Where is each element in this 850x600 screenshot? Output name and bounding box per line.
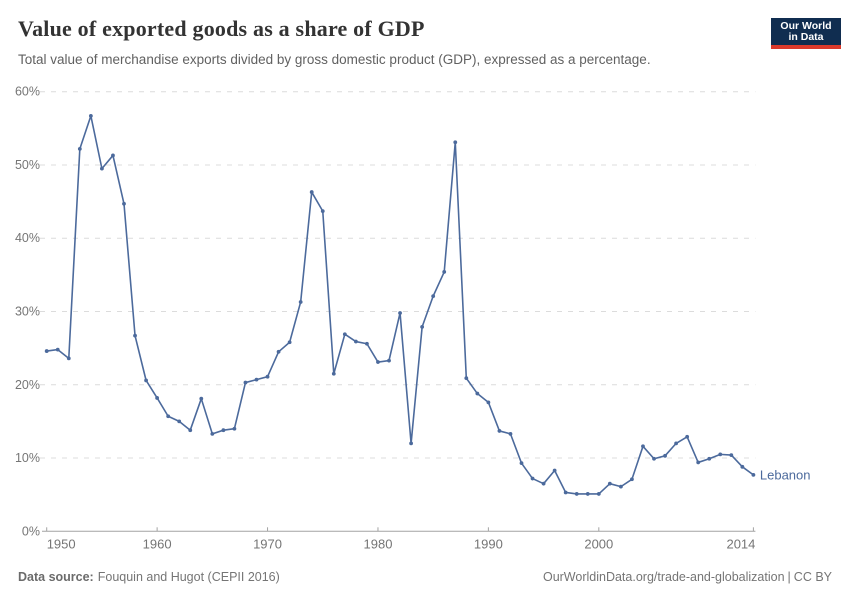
data-point[interactable] — [188, 428, 193, 433]
data-point[interactable] — [133, 333, 137, 338]
data-point[interactable] — [718, 452, 723, 457]
data-source: Data source: Fouquin and Hugot (CEPII 201… — [18, 570, 280, 584]
x-tick-label: 1960 — [143, 536, 172, 551]
data-point[interactable] — [541, 481, 546, 486]
chart-footer: Data source: Fouquin and Hugot (CEPII 201… — [18, 570, 832, 592]
data-point[interactable] — [111, 153, 115, 158]
y-tick-label: 30% — [15, 305, 40, 319]
data-point[interactable] — [122, 201, 126, 206]
data-point[interactable] — [342, 332, 347, 337]
data-point[interactable] — [276, 349, 281, 354]
data-point[interactable] — [530, 476, 535, 481]
data-point[interactable] — [552, 468, 557, 473]
data-point[interactable] — [641, 444, 645, 449]
data-point[interactable] — [420, 324, 425, 329]
data-point[interactable] — [320, 209, 325, 214]
x-tick-label: 1970 — [253, 536, 282, 551]
data-point[interactable] — [707, 456, 712, 461]
data-point[interactable] — [618, 484, 623, 489]
license-link[interactable]: CC BY — [793, 570, 832, 584]
footer-separator: | — [787, 570, 791, 584]
data-point[interactable] — [585, 492, 590, 496]
data-point[interactable] — [199, 396, 204, 401]
data-point[interactable] — [497, 429, 502, 433]
data-point[interactable] — [409, 441, 413, 446]
y-tick-label: 10% — [15, 451, 40, 465]
data-point[interactable] — [574, 492, 579, 496]
data-point[interactable] — [155, 396, 160, 400]
data-point[interactable] — [387, 358, 391, 363]
data-point[interactable] — [663, 453, 667, 458]
data-point[interactable] — [210, 431, 215, 436]
data-point[interactable] — [674, 441, 679, 446]
data-point[interactable] — [652, 456, 656, 461]
data-point[interactable] — [232, 426, 237, 431]
x-tick-label: 1950 — [47, 536, 76, 551]
x-tick-label: 1980 — [364, 536, 393, 551]
data-point[interactable] — [685, 434, 690, 439]
data-point[interactable] — [398, 311, 402, 315]
x-tick-label: 2014 — [726, 536, 755, 551]
data-point[interactable] — [751, 472, 756, 477]
data-point[interactable] — [287, 340, 292, 345]
data-point[interactable] — [166, 414, 171, 419]
chart-subtitle: Total value of merchandise exports divid… — [18, 52, 651, 67]
data-point[interactable] — [55, 347, 60, 352]
page-title: Value of exported goods as a share of GD… — [18, 16, 425, 41]
data-point[interactable] — [298, 300, 303, 304]
data-point[interactable] — [696, 460, 701, 465]
x-tick-label: 1990 — [474, 536, 503, 551]
data-point[interactable] — [630, 477, 634, 482]
y-tick-label: 60% — [15, 85, 40, 99]
data-point[interactable] — [44, 349, 49, 353]
data-point[interactable] — [453, 140, 458, 145]
data-point[interactable] — [365, 341, 369, 346]
series-line[interactable] — [45, 115, 755, 495]
series-end-label[interactable]: Lebanon — [760, 467, 811, 482]
data-point[interactable] — [431, 294, 436, 299]
data-point[interactable] — [563, 490, 568, 495]
data-point[interactable] — [519, 461, 524, 466]
data-point[interactable] — [66, 356, 71, 361]
data-point[interactable] — [729, 453, 734, 458]
data-point[interactable] — [221, 428, 226, 433]
data-point[interactable] — [254, 377, 259, 382]
owid-logo-line2: in Data — [788, 31, 824, 43]
data-point[interactable] — [88, 113, 93, 118]
data-point[interactable] — [265, 374, 270, 379]
data-point[interactable] — [144, 378, 148, 383]
y-tick-label: 0% — [22, 524, 40, 538]
data-point[interactable] — [100, 166, 104, 171]
data-source-label: Data source: — [18, 570, 94, 584]
data-point[interactable] — [486, 400, 491, 405]
y-tick-label: 20% — [15, 378, 40, 392]
data-point[interactable] — [77, 146, 82, 151]
owid-url-link[interactable]: OurWorldinData.org/trade-and-globalizati… — [542, 570, 785, 584]
data-point[interactable] — [309, 190, 314, 194]
data-point[interactable] — [508, 431, 513, 436]
y-tick-label: 50% — [15, 158, 40, 172]
data-point[interactable] — [331, 371, 336, 376]
data-point[interactable] — [740, 464, 745, 469]
owid-logo-line1: Our World — [780, 20, 832, 32]
data-point[interactable] — [177, 419, 182, 424]
data-point[interactable] — [596, 492, 601, 496]
data-point[interactable] — [353, 339, 358, 344]
data-point[interactable] — [475, 391, 480, 396]
line-chart[interactable]: 0% 10% 20% 30% 40% 50% 60% 1950 1960 1970 1980 1990… — [0, 0, 850, 560]
data-point[interactable] — [243, 380, 248, 385]
data-source-value: Fouquin and Hugot (CEPII 2016) — [97, 570, 280, 584]
y-tick-label: 40% — [15, 231, 40, 245]
data-point[interactable] — [376, 360, 380, 364]
footer-links: OurWorldinData.org/trade-and-globalizati… — [543, 570, 832, 584]
data-point[interactable] — [607, 481, 612, 486]
data-point[interactable] — [464, 376, 469, 381]
x-tick-label: 2000 — [584, 536, 613, 551]
data-point[interactable] — [442, 270, 447, 274]
owid-logo[interactable]: Our World in Data — [771, 18, 841, 49]
